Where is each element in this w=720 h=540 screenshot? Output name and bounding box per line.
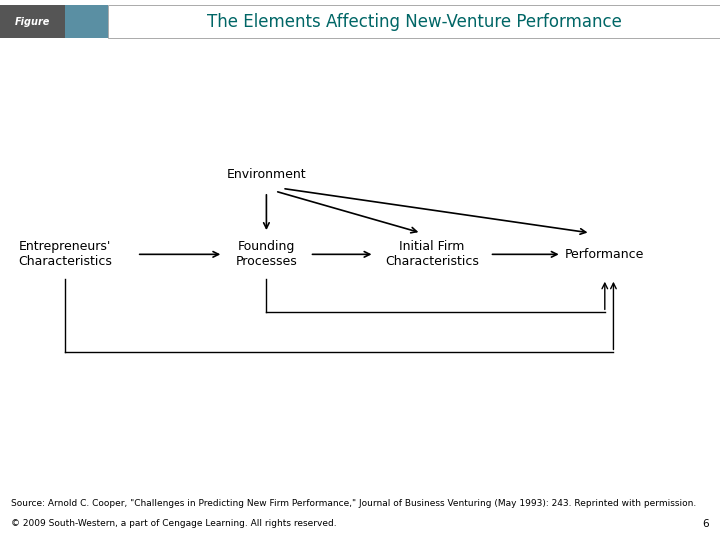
Text: Founding
Processes: Founding Processes [235, 240, 297, 268]
Text: Environment: Environment [227, 167, 306, 181]
Text: 6: 6 [703, 519, 709, 530]
Text: Entrepreneurs'
Characteristics: Entrepreneurs' Characteristics [18, 240, 112, 268]
Text: The Elements Affecting New-Venture Performance: The Elements Affecting New-Venture Perfo… [207, 12, 621, 31]
Text: Figure: Figure [14, 17, 50, 26]
Text: Performance: Performance [565, 248, 644, 261]
Bar [65, 5, 108, 38]
Text: Initial Firm
Characteristics: Initial Firm Characteristics [385, 240, 479, 268]
Bar [0, 5, 65, 38]
Bar [108, 5, 720, 38]
Text: Source: Arnold C. Cooper, "Challenges in Predicting New Firm Performance," Journ: Source: Arnold C. Cooper, "Challenges in… [11, 500, 696, 509]
Text: © 2009 South-Western, a part of Cengage Learning. All rights reserved.: © 2009 South-Western, a part of Cengage … [11, 519, 336, 529]
